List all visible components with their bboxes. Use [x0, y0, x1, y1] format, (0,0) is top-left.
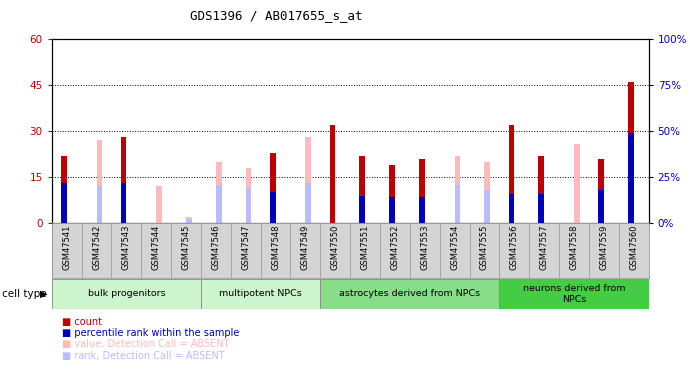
Text: bulk progenitors: bulk progenitors — [88, 290, 165, 298]
Text: GSM47550: GSM47550 — [331, 225, 339, 270]
Bar — [97, 141, 102, 223]
Text: GSM47544: GSM47544 — [152, 225, 161, 270]
Text: cell type: cell type — [2, 289, 47, 299]
Text: ■ rank, Detection Call = ABSENT: ■ rank, Detection Call = ABSENT — [62, 351, 225, 360]
Text: GSM47554: GSM47554 — [450, 225, 459, 270]
Text: ▶: ▶ — [40, 289, 47, 299]
Bar — [306, 183, 311, 223]
Text: ■ count: ■ count — [62, 317, 102, 327]
Text: neurons derived from
NPCs: neurons derived from NPCs — [523, 284, 625, 304]
Text: GDS1396 / AB017655_s_at: GDS1396 / AB017655_s_at — [190, 9, 362, 22]
FancyBboxPatch shape — [52, 279, 201, 309]
Bar — [216, 162, 221, 223]
Text: GSM47542: GSM47542 — [92, 225, 101, 270]
Bar — [186, 219, 192, 223]
Text: multipotent NPCs: multipotent NPCs — [219, 290, 302, 298]
Bar — [598, 190, 604, 223]
FancyBboxPatch shape — [500, 279, 649, 309]
Bar — [359, 156, 365, 223]
Text: GSM47552: GSM47552 — [391, 225, 400, 270]
Text: GSM47543: GSM47543 — [122, 225, 131, 270]
Bar — [509, 194, 514, 223]
Text: GSM47548: GSM47548 — [271, 225, 280, 270]
Text: GSM47555: GSM47555 — [480, 225, 489, 270]
Bar — [419, 159, 425, 223]
Text: GSM47547: GSM47547 — [241, 225, 250, 270]
Bar — [484, 190, 490, 223]
Bar — [156, 186, 162, 223]
Bar — [270, 153, 275, 223]
Bar — [538, 156, 544, 223]
Text: astrocytes derived from NPCs: astrocytes derived from NPCs — [339, 290, 480, 298]
Text: ■ percentile rank within the sample: ■ percentile rank within the sample — [62, 328, 239, 338]
Text: GSM47541: GSM47541 — [62, 225, 71, 270]
Text: GSM47551: GSM47551 — [361, 225, 370, 270]
Bar — [598, 159, 604, 223]
Bar — [246, 168, 251, 223]
Bar — [330, 125, 335, 223]
Bar — [246, 188, 251, 223]
Bar — [306, 137, 311, 223]
Bar — [628, 82, 633, 223]
Bar — [359, 196, 365, 223]
Bar — [574, 144, 580, 223]
Bar — [121, 137, 126, 223]
Text: GSM47559: GSM47559 — [600, 225, 609, 270]
Text: GSM47549: GSM47549 — [301, 225, 310, 270]
Bar — [61, 183, 67, 223]
FancyBboxPatch shape — [320, 279, 500, 309]
Text: GSM47553: GSM47553 — [420, 225, 429, 270]
Bar — [216, 184, 221, 223]
Text: GSM47557: GSM47557 — [540, 225, 549, 270]
Bar — [389, 165, 395, 223]
Text: GSM47560: GSM47560 — [629, 225, 638, 270]
Text: GSM47546: GSM47546 — [211, 225, 220, 270]
Text: ■ value, Detection Call = ABSENT: ■ value, Detection Call = ABSENT — [62, 339, 230, 349]
Bar — [121, 183, 126, 223]
Bar — [484, 162, 490, 223]
Bar — [97, 186, 102, 223]
Bar — [628, 133, 633, 223]
Bar — [455, 184, 460, 223]
Bar — [270, 192, 275, 223]
Bar — [389, 197, 395, 223]
FancyBboxPatch shape — [201, 279, 320, 309]
Text: GSM47545: GSM47545 — [181, 225, 190, 270]
Bar — [186, 217, 192, 223]
Bar — [455, 156, 460, 223]
Bar — [538, 194, 544, 223]
Text: GSM47558: GSM47558 — [569, 225, 578, 270]
Bar — [419, 197, 425, 223]
Bar — [509, 125, 514, 223]
Text: GSM47556: GSM47556 — [510, 225, 519, 270]
Bar — [61, 156, 67, 223]
